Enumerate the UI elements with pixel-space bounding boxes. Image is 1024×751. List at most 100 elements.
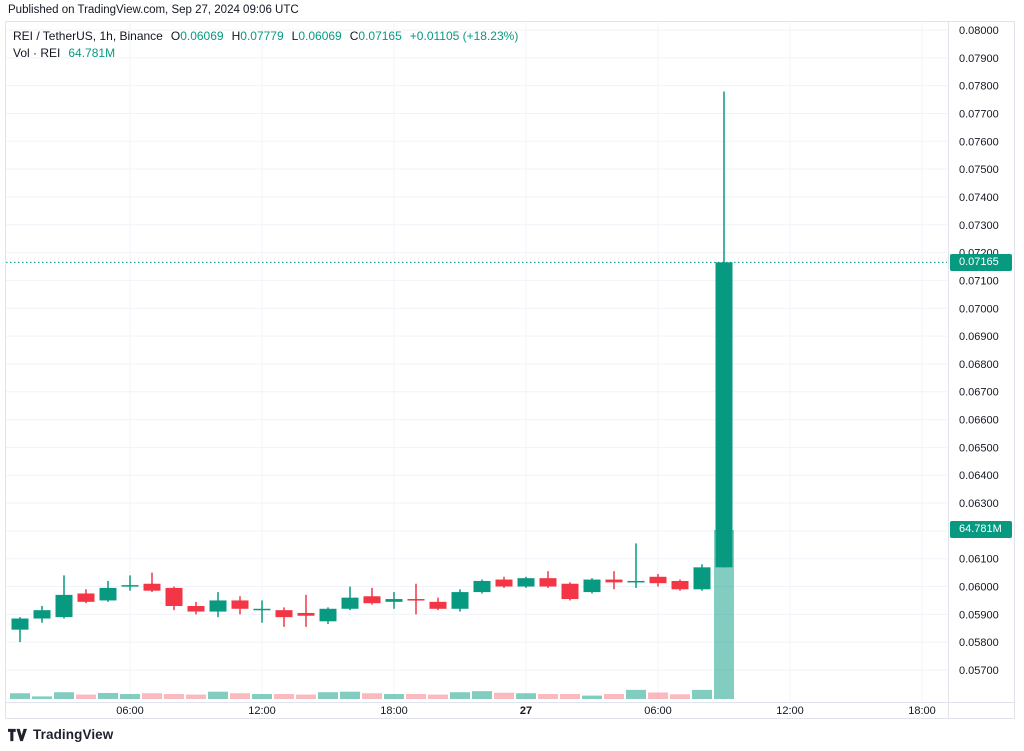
- legend-symbol-row: REI / TetherUS, 1h, Binance O0.06069 H0.…: [13, 28, 518, 45]
- price-axis-label: 0.06300: [959, 498, 999, 510]
- candle-body: [539, 578, 557, 587]
- price-axis-label: 0.06100: [959, 554, 999, 566]
- volume-bar: [626, 689, 646, 699]
- candle-body: [99, 587, 117, 601]
- price-axis-label: 0.06900: [959, 331, 999, 343]
- volume-label: Vol · REI: [13, 46, 61, 60]
- price-axis-label: 0.05800: [959, 637, 999, 649]
- candle-body: [231, 600, 249, 609]
- price-axis-label: 0.06400: [959, 470, 999, 482]
- candle-body: [143, 583, 161, 591]
- volume-bar: [296, 694, 316, 699]
- volume-bar: [340, 691, 360, 699]
- candle-body: [407, 599, 425, 601]
- volume-bar: [252, 694, 272, 699]
- price-axis-label: 0.05900: [959, 609, 999, 621]
- time-axis-label: 06:00: [644, 705, 672, 717]
- candle-body: [319, 608, 337, 622]
- volume-axis-badge: 64.781M: [950, 521, 1012, 538]
- volume-bar: [560, 694, 580, 699]
- volume-bar: [516, 693, 536, 699]
- time-axis-label: 18:00: [380, 705, 408, 717]
- candle-body: [583, 579, 601, 593]
- price-axis-label: 0.07500: [959, 164, 999, 176]
- volume-bar: [604, 694, 624, 699]
- candle-body: [77, 593, 95, 602]
- ohlc-open: O0.06069: [170, 29, 224, 43]
- candle-body: [429, 601, 447, 609]
- candle-body: [385, 599, 403, 602]
- candle-body: [627, 580, 645, 583]
- candle-body: [165, 587, 183, 606]
- volume-bar: [32, 696, 52, 699]
- time-axis-label: 12:00: [776, 705, 804, 717]
- price-axis-label: 0.06500: [959, 442, 999, 454]
- ohlc-high: H0.07779: [231, 29, 284, 43]
- candle-body: [209, 600, 227, 612]
- volume-bar: [142, 693, 162, 699]
- candle-body: [253, 608, 271, 611]
- candle-body: [451, 592, 469, 609]
- price-axis-label: 0.07900: [959, 53, 999, 65]
- candle-body: [55, 594, 73, 618]
- volume-bar: [230, 693, 250, 699]
- volume-bar: [648, 692, 668, 699]
- time-axis-label: 18:00: [908, 705, 936, 717]
- candle-body: [517, 578, 535, 587]
- candle-body: [341, 597, 359, 609]
- candle-body: [561, 583, 579, 600]
- time-axis-label: 27: [520, 705, 532, 717]
- volume-bar: [10, 693, 30, 699]
- candle-body: [473, 580, 491, 593]
- price-axis-label: 0.06600: [959, 415, 999, 427]
- volume-value: 64.781M: [68, 46, 116, 60]
- time-axis-label: 12:00: [248, 705, 276, 717]
- candle-body: [605, 579, 623, 583]
- volume-bar: [208, 691, 228, 699]
- volume-bar: [384, 694, 404, 699]
- volume-bar: [692, 689, 712, 699]
- volume-bar: [98, 692, 118, 699]
- tradingview-logo[interactable]: TradingView: [8, 727, 113, 742]
- price-axis-label: 0.07000: [959, 303, 999, 315]
- price-axis-label: 0.06800: [959, 359, 999, 371]
- volume-bar: [670, 694, 690, 699]
- candle-body: [649, 576, 667, 584]
- price-axis-label: 0.06000: [959, 582, 999, 594]
- candle-body: [121, 585, 139, 587]
- time-axis-label: 06:00: [116, 705, 144, 717]
- volume-bar: [428, 694, 448, 699]
- volume-bar: [450, 692, 470, 699]
- volume-bar: [54, 692, 74, 699]
- tradingview-logo-text: TradingView: [33, 727, 114, 742]
- price-axis-label: 0.05700: [959, 665, 999, 677]
- price-axis-label: 0.06700: [959, 387, 999, 399]
- volume-bar: [120, 694, 140, 699]
- candle-body: [495, 579, 513, 587]
- last-price-badge: 0.07165: [950, 254, 1012, 271]
- chart-legend: REI / TetherUS, 1h, Binance O0.06069 H0.…: [13, 28, 518, 62]
- volume-bar: [274, 694, 294, 699]
- volume-bar: [472, 691, 492, 699]
- price-axis-label: 0.08000: [959, 25, 999, 37]
- ohlc-close: C0.07165: [349, 29, 402, 43]
- volume-bar: [494, 692, 514, 699]
- candle-body: [11, 618, 29, 630]
- price-axis-label: 0.07700: [959, 108, 999, 120]
- price-axis-label: 0.07600: [959, 136, 999, 148]
- legend-volume-row: Vol · REI 64.781M: [13, 45, 518, 62]
- candle-body: [693, 567, 711, 590]
- published-caption: Published on TradingView.com, Sep 27, 20…: [8, 4, 299, 16]
- volume-bar: [538, 694, 558, 699]
- tradingview-logo-icon: [8, 728, 27, 741]
- volume-bar: [362, 693, 382, 699]
- change-value: +0.01105 (+18.23%): [409, 29, 519, 43]
- volume-bar: [714, 529, 734, 699]
- volume-bar: [406, 694, 426, 699]
- candle-body: [715, 262, 733, 568]
- candle-body: [187, 606, 205, 612]
- candle-body: [297, 612, 315, 616]
- candle-body: [275, 610, 293, 618]
